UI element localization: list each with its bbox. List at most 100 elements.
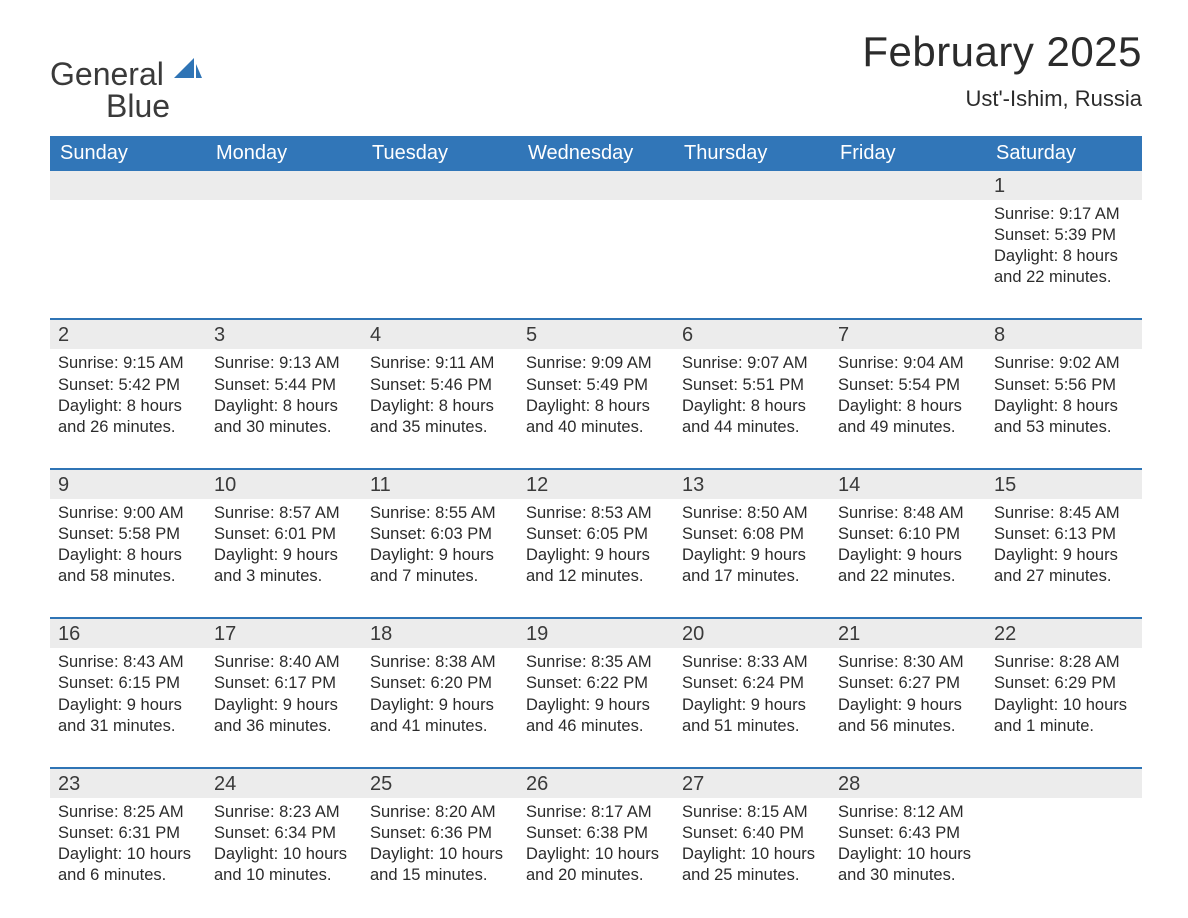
day-number: 5 [518,320,674,349]
day-info-line: Sunset: 5:44 PM [214,375,354,396]
day-info-line: Sunrise: 8:55 AM [370,503,510,524]
day-cell: Sunrise: 9:09 AMSunset: 5:49 PMDaylight:… [518,349,674,467]
day-cell: Sunrise: 8:57 AMSunset: 6:01 PMDaylight:… [206,499,362,617]
day-info-line: Daylight: 9 hours and 22 minutes. [838,545,978,587]
day-cell: Sunrise: 8:17 AMSunset: 6:38 PMDaylight:… [518,798,674,916]
brand-text: General Blue [50,58,170,122]
day-info-line: Sunrise: 8:25 AM [58,802,198,823]
brand-logo: General Blue [50,28,202,122]
day-cell: Sunrise: 8:20 AMSunset: 6:36 PMDaylight:… [362,798,518,916]
day-info-line: Sunset: 6:05 PM [526,524,666,545]
day-cell: Sunrise: 9:11 AMSunset: 5:46 PMDaylight:… [362,349,518,467]
day-info-line: Sunset: 6:22 PM [526,673,666,694]
day-number [362,171,518,200]
day-cell [830,200,986,318]
day-info-line: Sunset: 6:15 PM [58,673,198,694]
day-info-line: Daylight: 8 hours and 30 minutes. [214,396,354,438]
day-number [50,171,206,200]
month-title: February 2025 [862,28,1142,76]
week-row: 1Sunrise: 9:17 AMSunset: 5:39 PMDaylight… [50,171,1142,318]
calendar: Sunday Monday Tuesday Wednesday Thursday… [50,136,1142,916]
day-info-line: Sunset: 5:58 PM [58,524,198,545]
day-cell: Sunrise: 9:13 AMSunset: 5:44 PMDaylight:… [206,349,362,467]
week-row: 232425262728Sunrise: 8:25 AMSunset: 6:31… [50,767,1142,916]
day-cell: Sunrise: 8:33 AMSunset: 6:24 PMDaylight:… [674,648,830,766]
day-info-line: Daylight: 9 hours and 36 minutes. [214,695,354,737]
day-info-line: Sunset: 6:29 PM [994,673,1134,694]
weekday-sat: Saturday [986,136,1142,171]
day-number [518,171,674,200]
day-number-row: 2345678 [50,320,1142,349]
day-number: 1 [986,171,1142,200]
day-info-line: Sunrise: 8:15 AM [682,802,822,823]
weeks-container: 1 Sunrise: 9:17 AMSunset: 5:39 PM Daylight… [50,171,1142,916]
day-info-line: Sunrise: 9:17 AM [994,204,1134,225]
day-cell: Sunrise: 9:07 AMSunset: 5:51 PMDaylight:… [674,349,830,467]
day-info-line: Sunrise: 8:48 AM [838,503,978,524]
day-info-line: Sunset: 6:38 PM [526,823,666,844]
day-cell: Sunrise: 8:40 AMSunset: 6:17 PMDaylight:… [206,648,362,766]
day-info-line: Sunset: 6:13 PM [994,524,1134,545]
day-number: 19 [518,619,674,648]
day-info-line: Daylight: 10 hours and 1 minute. [994,695,1134,737]
day-body-row: Sunrise: 9:15 AMSunset: 5:42 PMDaylight:… [50,349,1142,467]
day-info-line: Daylight: 9 hours and 17 minutes. [682,545,822,587]
title-block: February 2025 Ust'-Ishim, Russia [862,28,1142,112]
weekday-tue: Tuesday [362,136,518,171]
day-info-line: Sunrise: 9:11 AM [370,353,510,374]
day-info-line: Sunrise: 8:43 AM [58,652,198,673]
day-info-line: Sunrise: 8:40 AM [214,652,354,673]
brand-word1: General [50,56,164,92]
day-info-line: Sunset: 6:27 PM [838,673,978,694]
day-info-line: Daylight: 8 hours and 58 minutes. [58,545,198,587]
day-info-line: Daylight: 10 hours and 15 minutes. [370,844,510,886]
day-number: 2 [50,320,206,349]
day-info-line: Sunset: 6:31 PM [58,823,198,844]
day-info-line: Daylight: 8 hours and 53 minutes. [994,396,1134,438]
day-info-line: Daylight: 10 hours and 30 minutes. [838,844,978,886]
day-number-row: 9101112131415 [50,470,1142,499]
weekday-fri: Friday [830,136,986,171]
day-info-line: Sunrise: 9:04 AM [838,353,978,374]
day-info-line: Sunset: 5:39 PM [994,225,1134,246]
day-info-line: Daylight: 9 hours and 3 minutes. [214,545,354,587]
day-number: 4 [362,320,518,349]
day-info-line: Daylight: 9 hours and 51 minutes. [682,695,822,737]
day-number: 27 [674,769,830,798]
day-info-line: Sunset: 6:08 PM [682,524,822,545]
day-info-line: Sunset: 5:49 PM [526,375,666,396]
day-info-line: Sunset: 5:46 PM [370,375,510,396]
day-info-line: Sunset: 6:03 PM [370,524,510,545]
day-info-line: Daylight: 10 hours and 25 minutes. [682,844,822,886]
day-cell: Sunrise: 8:45 AMSunset: 6:13 PMDaylight:… [986,499,1142,617]
day-info-line: Daylight: 9 hours and 46 minutes. [526,695,666,737]
day-cell: Sunrise: 8:23 AMSunset: 6:34 PMDaylight:… [206,798,362,916]
day-number: 22 [986,619,1142,648]
day-info-line: Sunrise: 8:35 AM [526,652,666,673]
day-info-line: Sunset: 5:42 PM [58,375,198,396]
day-cell: Sunrise: 8:50 AMSunset: 6:08 PMDaylight:… [674,499,830,617]
week-row: 9101112131415Sunrise: 9:00 AMSunset: 5:5… [50,468,1142,617]
day-info-line: Daylight: 9 hours and 12 minutes. [526,545,666,587]
day-info-line: Sunrise: 9:07 AM [682,353,822,374]
weekday-mon: Monday [206,136,362,171]
day-info-line: Sunrise: 8:33 AM [682,652,822,673]
day-cell [50,200,206,318]
day-number: 20 [674,619,830,648]
day-number [986,769,1142,798]
day-number: 24 [206,769,362,798]
week-row: 16171819202122Sunrise: 8:43 AMSunset: 6:… [50,617,1142,766]
day-cell: Sunrise: 9:00 AMSunset: 5:58 PMDaylight:… [50,499,206,617]
day-info-line: Sunrise: 8:23 AM [214,802,354,823]
day-info-line: Daylight: 10 hours and 10 minutes. [214,844,354,886]
header-row: General Blue February 2025 Ust'-Ishim, R… [50,28,1142,122]
day-number: 18 [362,619,518,648]
day-info-line: Sunset: 6:10 PM [838,524,978,545]
day-info-line: Daylight: 8 hours and 26 minutes. [58,396,198,438]
day-info-line: Sunset: 6:01 PM [214,524,354,545]
day-info-line: Sunrise: 9:00 AM [58,503,198,524]
day-info-line: Sunset: 6:17 PM [214,673,354,694]
day-info-line: Daylight: 10 hours and 6 minutes. [58,844,198,886]
day-number: 15 [986,470,1142,499]
day-number: 25 [362,769,518,798]
